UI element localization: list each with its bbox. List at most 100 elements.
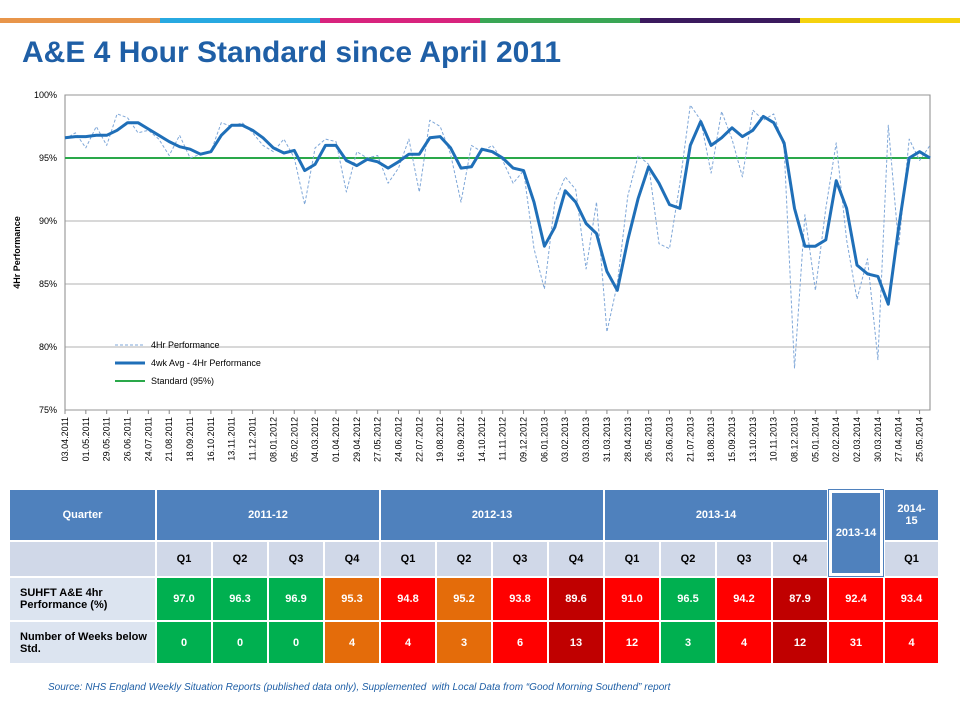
value-cell: 12 xyxy=(605,622,659,663)
chart: 75% 80% 85% 90% 95% 100% 4Hr Performance 03.04.… xyxy=(12,90,931,462)
value-cell: 96.9 xyxy=(269,578,323,620)
row-label: Number of Weeks below Std. xyxy=(10,622,155,663)
x-tick-label: 26.06.2011 xyxy=(123,417,133,461)
y-tick-label: 90% xyxy=(39,216,57,226)
x-tick-label: 27.05.2012 xyxy=(373,417,383,462)
value-cell: 87.9 xyxy=(773,578,827,620)
quarter-cell: Q1 xyxy=(605,542,659,576)
value-cell: 94.8 xyxy=(381,578,435,620)
y-tick-label: 95% xyxy=(39,153,57,163)
y-tick-label: 80% xyxy=(39,342,57,352)
x-tick-label: 13.11.2011 xyxy=(227,417,237,461)
quarter-cell: Q2 xyxy=(661,542,715,576)
x-tick-label: 01.04.2012 xyxy=(331,417,341,462)
value-cell: 91.0 xyxy=(605,578,659,620)
y-tick-label: 85% xyxy=(39,279,57,289)
x-tick-label: 28.04.2013 xyxy=(623,417,633,462)
value-cell: 0 xyxy=(213,622,267,663)
y-tick-label: 75% xyxy=(39,405,57,415)
x-tick-label: 01.05.2011 xyxy=(81,417,91,461)
value-cell: 93.4 xyxy=(885,578,938,620)
value-cell: 13 xyxy=(549,622,603,663)
quarter-cell: Q4 xyxy=(549,542,603,576)
x-tick-label: 02.03.2014 xyxy=(852,417,862,462)
value-cell: 93.8 xyxy=(493,578,547,620)
quarter-cell: Q3 xyxy=(269,542,323,576)
x-tick-label: 29.05.2011 xyxy=(102,417,112,461)
quarter-cell: Q1 xyxy=(381,542,435,576)
value-cell: 3 xyxy=(437,622,491,663)
blank-cell xyxy=(10,542,155,576)
value-cell: 0 xyxy=(157,622,211,663)
x-tick-label: 22.07.2012 xyxy=(414,417,424,462)
x-tick-label: 16.09.2012 xyxy=(456,417,466,462)
x-tick-label: 08.12.2013 xyxy=(790,417,800,462)
x-tick-label: 09.12.2012 xyxy=(519,417,529,462)
legend: 4Hr Performance 4wk Avg - 4Hr Performance… xyxy=(115,340,261,386)
value-cell: 3 xyxy=(661,622,715,663)
x-tick-label: 05.02.2012 xyxy=(289,417,299,462)
legend-label: 4Hr Performance xyxy=(151,340,220,350)
header-cell: Quarter xyxy=(10,490,155,540)
value-cell: 94.2 xyxy=(717,578,771,620)
x-tick-label: 02.02.2014 xyxy=(831,417,841,462)
x-tick-label: 03.03.2013 xyxy=(581,417,591,462)
x-tick-label: 18.08.2013 xyxy=(706,417,716,462)
x-tick-label: 15.09.2013 xyxy=(727,417,737,462)
value-cell: 96.3 xyxy=(213,578,267,620)
color-stripe xyxy=(0,18,960,23)
x-tick-label: 13.10.2013 xyxy=(748,417,758,462)
series-line xyxy=(64,104,931,369)
x-tick-label: 24.07.2011 xyxy=(143,417,153,461)
source-note: Source: NHS England Weekly Situation Rep… xyxy=(48,682,671,693)
header-cell: 2011-12 xyxy=(157,490,379,540)
value-cell: 31 xyxy=(829,622,883,663)
x-tick-label: 18.09.2011 xyxy=(185,417,195,461)
header-cell: 2013-14 xyxy=(828,489,884,577)
header-cell: 2014-15 xyxy=(885,490,938,540)
header-text: 2014-15 xyxy=(897,503,926,527)
x-tick-label: 03.02.2013 xyxy=(560,417,570,462)
value-cell: 97.0 xyxy=(157,578,211,620)
x-tick-label: 03.04.2011 xyxy=(60,417,70,461)
quarter-cell: Q4 xyxy=(325,542,379,576)
x-tick-label: 24.06.2012 xyxy=(393,417,403,462)
x-tick-label: 11.12.2011 xyxy=(248,417,258,461)
legend-label: 4wk Avg - 4Hr Performance xyxy=(151,358,261,368)
y-tick-label: 100% xyxy=(34,90,57,100)
quarter-cell: Q2 xyxy=(437,542,491,576)
value-cell: 4 xyxy=(717,622,771,663)
x-tick-label: 10.11.2013 xyxy=(769,417,779,461)
x-tick-label: 29.04.2012 xyxy=(352,417,362,462)
value-cell: 4 xyxy=(381,622,435,663)
value-cell: 4 xyxy=(885,622,938,663)
x-tick-label: 27.04.2014 xyxy=(894,417,904,462)
x-tick-label: 04.03.2012 xyxy=(310,417,320,462)
value-cell: 95.3 xyxy=(325,578,379,620)
value-cell: 6 xyxy=(493,622,547,663)
value-cell: 95.2 xyxy=(437,578,491,620)
x-tick-label: 21.07.2013 xyxy=(685,417,695,462)
x-tick-label: 16.10.2011 xyxy=(206,417,216,461)
row-label: SUHFT A&E 4hr Performance (%) xyxy=(10,578,155,620)
x-tick-label: 26.05.2013 xyxy=(644,417,654,462)
value-cell: 4 xyxy=(325,622,379,663)
x-tick-label: 11.11.2012 xyxy=(498,417,508,461)
x-tick-label: 23.06.2013 xyxy=(664,417,674,462)
quarter-cell: Q4 xyxy=(773,542,827,576)
value-cell: 12 xyxy=(773,622,827,663)
x-tick-label: 25.05.2014 xyxy=(915,417,925,462)
quarter-cell: Q1 xyxy=(157,542,211,576)
header-cell: 2013-14 xyxy=(605,490,827,540)
x-tick-label: 19.08.2012 xyxy=(435,417,445,462)
x-tick-label: 30.03.2014 xyxy=(873,417,883,462)
header-cell: 2012-13 xyxy=(381,490,603,540)
quarter-cell: Q1 xyxy=(885,542,938,576)
value-cell: 0 xyxy=(269,622,323,663)
value-cell: 89.6 xyxy=(549,578,603,620)
x-tick-label: 05.01.2014 xyxy=(810,417,820,462)
value-cell: 92.4 xyxy=(829,578,883,620)
x-tick-label: 14.10.2012 xyxy=(477,417,487,462)
x-tick-label: 31.03.2013 xyxy=(602,417,612,462)
